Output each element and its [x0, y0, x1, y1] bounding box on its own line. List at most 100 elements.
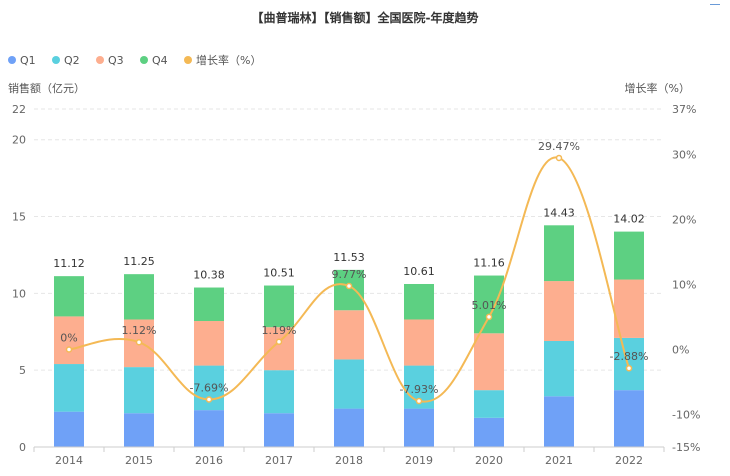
bar-q4-2021 [544, 225, 574, 282]
legend-marker-q1 [8, 56, 16, 64]
growth-rate-point-2020 [485, 313, 493, 321]
x-tick-label-2020: 2020 [475, 454, 503, 467]
bar-total-label-2019: 10.61 [403, 265, 435, 278]
x-tick-label-2014: 2014 [55, 454, 83, 467]
bar-q3-2016 [194, 321, 224, 366]
bar-total-label-2017: 10.51 [263, 267, 295, 280]
y-axis-left: 0 5 10 15 20 22 [12, 103, 26, 454]
legend-marker-q3 [96, 56, 104, 64]
chart-title: 【曲普瑞林】【销售额】全国医院-年度趋势 [252, 10, 479, 25]
y-right-tick-label: 10% [672, 279, 696, 292]
y-right-tick-label: 0% [672, 344, 689, 357]
y-axis-left-title: 销售额（亿元） [8, 81, 85, 95]
legend-label-q4: Q4 [152, 54, 168, 67]
corner-toolbox-mark [710, 0, 720, 5]
growth-rate-line: 0% 1.12% -7.69% 1.19% 9.77% -7.93% 5.01% 29.47%… [60, 140, 649, 405]
bar-q1-2016 [194, 410, 224, 447]
bar-q1-2018 [334, 408, 364, 447]
bar-q3-2019 [404, 319, 434, 366]
legend-marker-growth-rate [184, 56, 192, 64]
bar-q4-2017 [264, 285, 294, 328]
bar-q3-2018 [334, 310, 364, 360]
bar-q2-2021 [544, 340, 574, 397]
y-left-tick-label: 10 [12, 287, 26, 300]
bar-q4-2018 [334, 269, 364, 311]
bar-q1-2014 [54, 411, 84, 447]
bar-total-labels: 11.12 11.25 10.38 10.51 11.53 10.61 11.16 14.43… [53, 206, 645, 281]
legend-label-growth-rate: 增长率（%） [196, 53, 261, 67]
growth-rate-point-2019 [415, 397, 423, 405]
growth-rate-point-2021 [555, 154, 563, 162]
legend-label-q1: Q1 [20, 54, 36, 67]
bar-total-label-2014: 11.12 [53, 257, 85, 270]
y-axis-right: -15% -10% 0% 10% 20% 30% 37% [672, 103, 700, 454]
bar-q1-2020 [474, 417, 504, 447]
bar-total-label-2022: 14.02 [613, 213, 645, 226]
growth-rate-point-2014 [65, 346, 73, 353]
y-right-tick-label: -15% [672, 441, 700, 454]
legend-label-q2: Q2 [64, 54, 80, 67]
bar-q3-2020 [474, 333, 504, 391]
growth-rate-label-2019: -7.93% [400, 383, 439, 396]
growth-rate-label-2020: 5.01% [472, 299, 507, 312]
chart-legend: Q1 Q2 Q3 Q4 增长率（%） [8, 53, 261, 67]
bar-total-label-2015: 11.25 [123, 255, 155, 268]
bar-total-label-2016: 10.38 [193, 269, 225, 282]
bar-q3-2021 [544, 281, 574, 341]
x-tick-label-2022: 2022 [615, 454, 643, 467]
bar-q3-2014 [54, 316, 84, 365]
x-tick-label-2017: 2017 [265, 454, 293, 467]
bar-q2-2014 [54, 364, 84, 412]
y-right-tick-label: 37% [672, 103, 696, 116]
x-tick-label-2021: 2021 [545, 454, 573, 467]
bar-q2-2017 [264, 370, 294, 414]
x-tick-label-2016: 2016 [195, 454, 223, 467]
bar-total-label-2018: 11.53 [333, 251, 365, 264]
y-left-tick-label: 5 [19, 364, 26, 377]
bar-q1-2017 [264, 413, 294, 447]
bar-q4-2016 [194, 287, 224, 322]
bar-q2-2018 [334, 359, 364, 409]
x-tick-label-2018: 2018 [335, 454, 363, 467]
bar-q4-2015 [124, 274, 154, 320]
bar-series [54, 225, 644, 447]
legend-marker-q2 [52, 56, 60, 64]
growth-rate-point-2018 [345, 282, 353, 290]
growth-rate-label-2021: 29.47% [538, 140, 580, 153]
legend-label-q3: Q3 [108, 54, 124, 67]
growth-rate-point-2022 [625, 364, 633, 372]
x-tick-label-2015: 2015 [125, 454, 153, 467]
bar-q2-2015 [124, 367, 154, 414]
bar-q4-2020 [474, 275, 504, 334]
y-left-tick-label: 22 [12, 103, 26, 116]
growth-rate-label-2015: 1.12% [122, 324, 157, 337]
bar-q4-2014 [54, 276, 84, 317]
growth-rate-label-2022: -2.88% [610, 350, 649, 363]
bar-total-label-2021: 14.43 [543, 206, 575, 219]
y-left-tick-label: 15 [12, 211, 26, 224]
bar-q4-2022 [614, 231, 644, 280]
bar-q2-2020 [474, 390, 504, 418]
bar-q4-2019 [404, 283, 434, 320]
bar-q2-2022 [614, 337, 644, 391]
bar-total-label-2020: 11.16 [473, 257, 505, 270]
bar-q3-2017 [264, 327, 294, 371]
growth-rate-label-2017: 1.19% [262, 324, 297, 337]
growth-rate-label-2018: 9.77% [332, 268, 367, 281]
x-tick-label-2019: 2019 [405, 454, 433, 467]
growth-rate-point-2015 [135, 338, 143, 346]
y-left-tick-label: 20 [12, 134, 26, 147]
y-right-tick-label: -10% [672, 409, 700, 422]
y-left-tick-label: 0 [19, 441, 26, 454]
growth-rate-point-2016 [205, 396, 213, 403]
growth-rate-label-2016: -7.69% [190, 381, 229, 394]
bar-q1-2015 [124, 413, 154, 447]
bar-q1-2019 [404, 408, 434, 447]
y-right-tick-label: 20% [672, 214, 696, 227]
bar-q1-2022 [614, 390, 644, 447]
bar-q1-2021 [544, 396, 574, 447]
y-right-tick-label: 30% [672, 149, 696, 162]
y-axis-right-title: 增长率（%） [625, 81, 690, 95]
legend-marker-q4 [140, 56, 148, 64]
